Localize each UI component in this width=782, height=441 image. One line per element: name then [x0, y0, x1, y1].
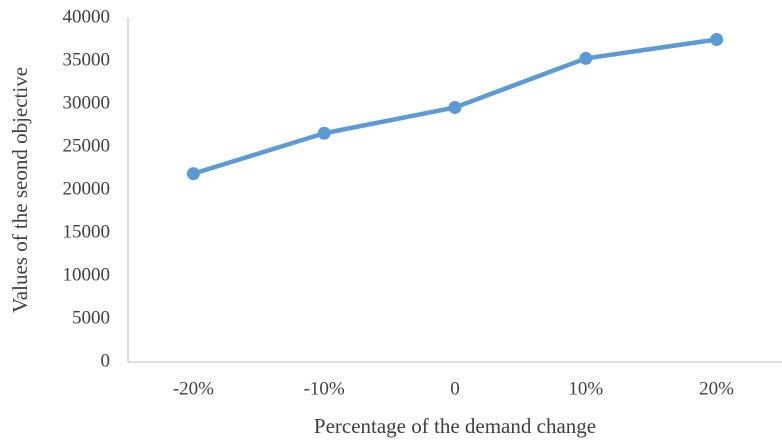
y-tick-label: 35000 — [63, 49, 111, 70]
x-tick-label: 10% — [568, 378, 603, 399]
y-axis-title: Values of the seond objective — [8, 67, 32, 313]
point — [710, 33, 724, 46]
y-tick-label: 0 — [101, 350, 111, 371]
x-tick-label: -20% — [173, 378, 214, 399]
y-tick-label: 10000 — [63, 264, 111, 285]
x-tick-label: 0 — [450, 378, 460, 399]
x-axis-title: Percentage of the demand change — [314, 414, 596, 438]
y-tick-label: 20000 — [63, 178, 111, 199]
y-tick-label: 15000 — [63, 221, 111, 242]
x-tick-label: 20% — [699, 378, 734, 399]
y-tick-label: 30000 — [63, 92, 111, 113]
point — [317, 126, 331, 140]
y-tick-label: 25000 — [63, 135, 111, 156]
y-tick-label: 5000 — [72, 307, 110, 328]
y-tick-label: 40000 — [63, 6, 111, 27]
point — [448, 100, 462, 114]
point — [579, 51, 593, 65]
x-tick-label: -10% — [304, 378, 345, 399]
point — [186, 167, 200, 181]
